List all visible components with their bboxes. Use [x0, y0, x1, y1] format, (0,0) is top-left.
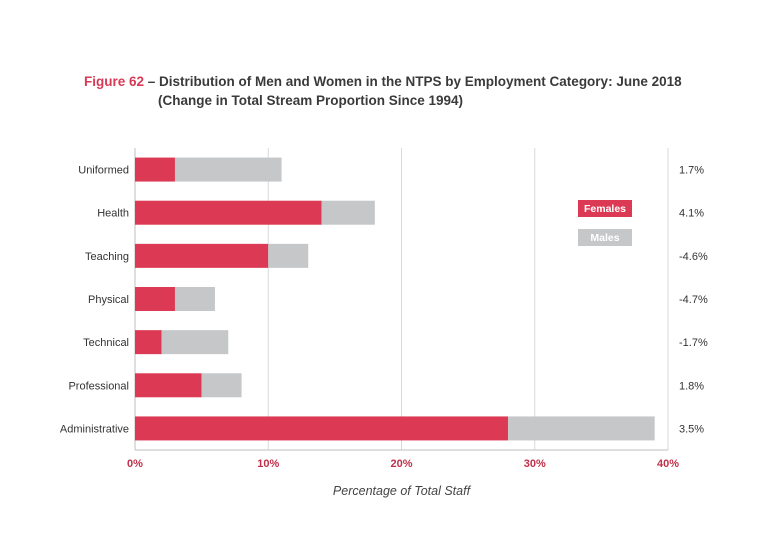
bar-females — [135, 373, 202, 398]
chart-title: Figure 62 – Distribution of Men and Wome… — [84, 72, 744, 110]
change-label: -1.7% — [679, 337, 708, 349]
bar-females — [135, 200, 322, 225]
category-label: Health — [97, 208, 129, 220]
legend-label-females: Females — [584, 203, 626, 215]
category-label: Uniformed — [78, 165, 129, 177]
bar-males — [321, 200, 375, 225]
category-label: Physical — [88, 294, 129, 306]
category-label: Teaching — [85, 251, 129, 263]
bar-males — [161, 330, 229, 355]
change-label: 1.7% — [679, 165, 704, 177]
legend-swatch-females — [578, 200, 632, 217]
change-label: 4.1% — [679, 208, 704, 220]
x-tick-label: 30% — [524, 458, 546, 470]
title-line-1: – Distribution of Men and Women in the N… — [144, 74, 682, 89]
change-label: 1.8% — [679, 380, 704, 392]
bar-females — [135, 330, 162, 355]
bar-females — [135, 243, 269, 268]
bar-males — [508, 416, 655, 441]
bar-females — [135, 157, 175, 182]
figure-number: Figure 62 — [84, 74, 145, 89]
x-tick-label: 0% — [127, 458, 143, 470]
x-axis-label: Percentage of Total Staff — [333, 484, 472, 498]
title-line-2: (Change in Total Stream Proportion Since… — [158, 93, 464, 108]
x-tick-label: 40% — [657, 458, 679, 470]
change-label: -4.7% — [679, 294, 708, 306]
bar-males — [201, 373, 242, 398]
change-label: -4.6% — [679, 251, 708, 263]
bar-males — [174, 157, 282, 182]
bar-females — [135, 287, 175, 311]
x-tick-label: 20% — [390, 458, 412, 470]
x-tick-label: 10% — [257, 458, 279, 470]
category-label: Administrative — [60, 423, 129, 435]
change-label: 3.5% — [679, 423, 704, 435]
category-label: Technical — [83, 337, 129, 349]
legend-swatch-males — [578, 229, 632, 246]
category-label: Professional — [68, 380, 129, 392]
bar-males — [268, 243, 309, 268]
legend-label-males: Males — [590, 232, 619, 244]
bar-females — [135, 416, 509, 441]
bar-males — [174, 287, 215, 311]
